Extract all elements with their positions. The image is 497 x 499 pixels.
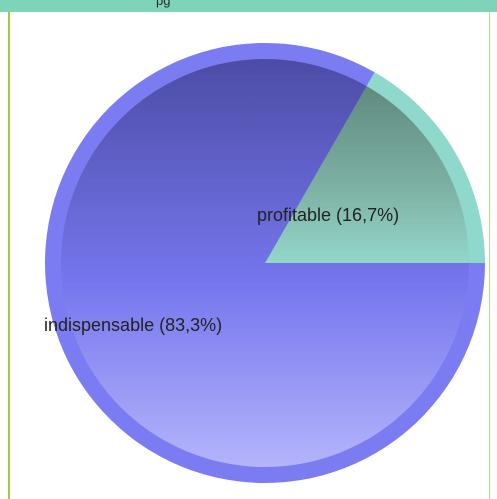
header-bar: pg bbox=[0, 0, 497, 12]
pie-slice-profitable bbox=[265, 86, 469, 264]
pie-slice-indispensable bbox=[61, 59, 470, 468]
right-border bbox=[489, 12, 490, 499]
left-border bbox=[8, 12, 10, 499]
header-text: pg bbox=[156, 0, 171, 8]
slice-label-indispensable: indispensable (83,3%) bbox=[44, 315, 222, 335]
slice-label-profitable: profitable (16,7%) bbox=[257, 205, 399, 225]
